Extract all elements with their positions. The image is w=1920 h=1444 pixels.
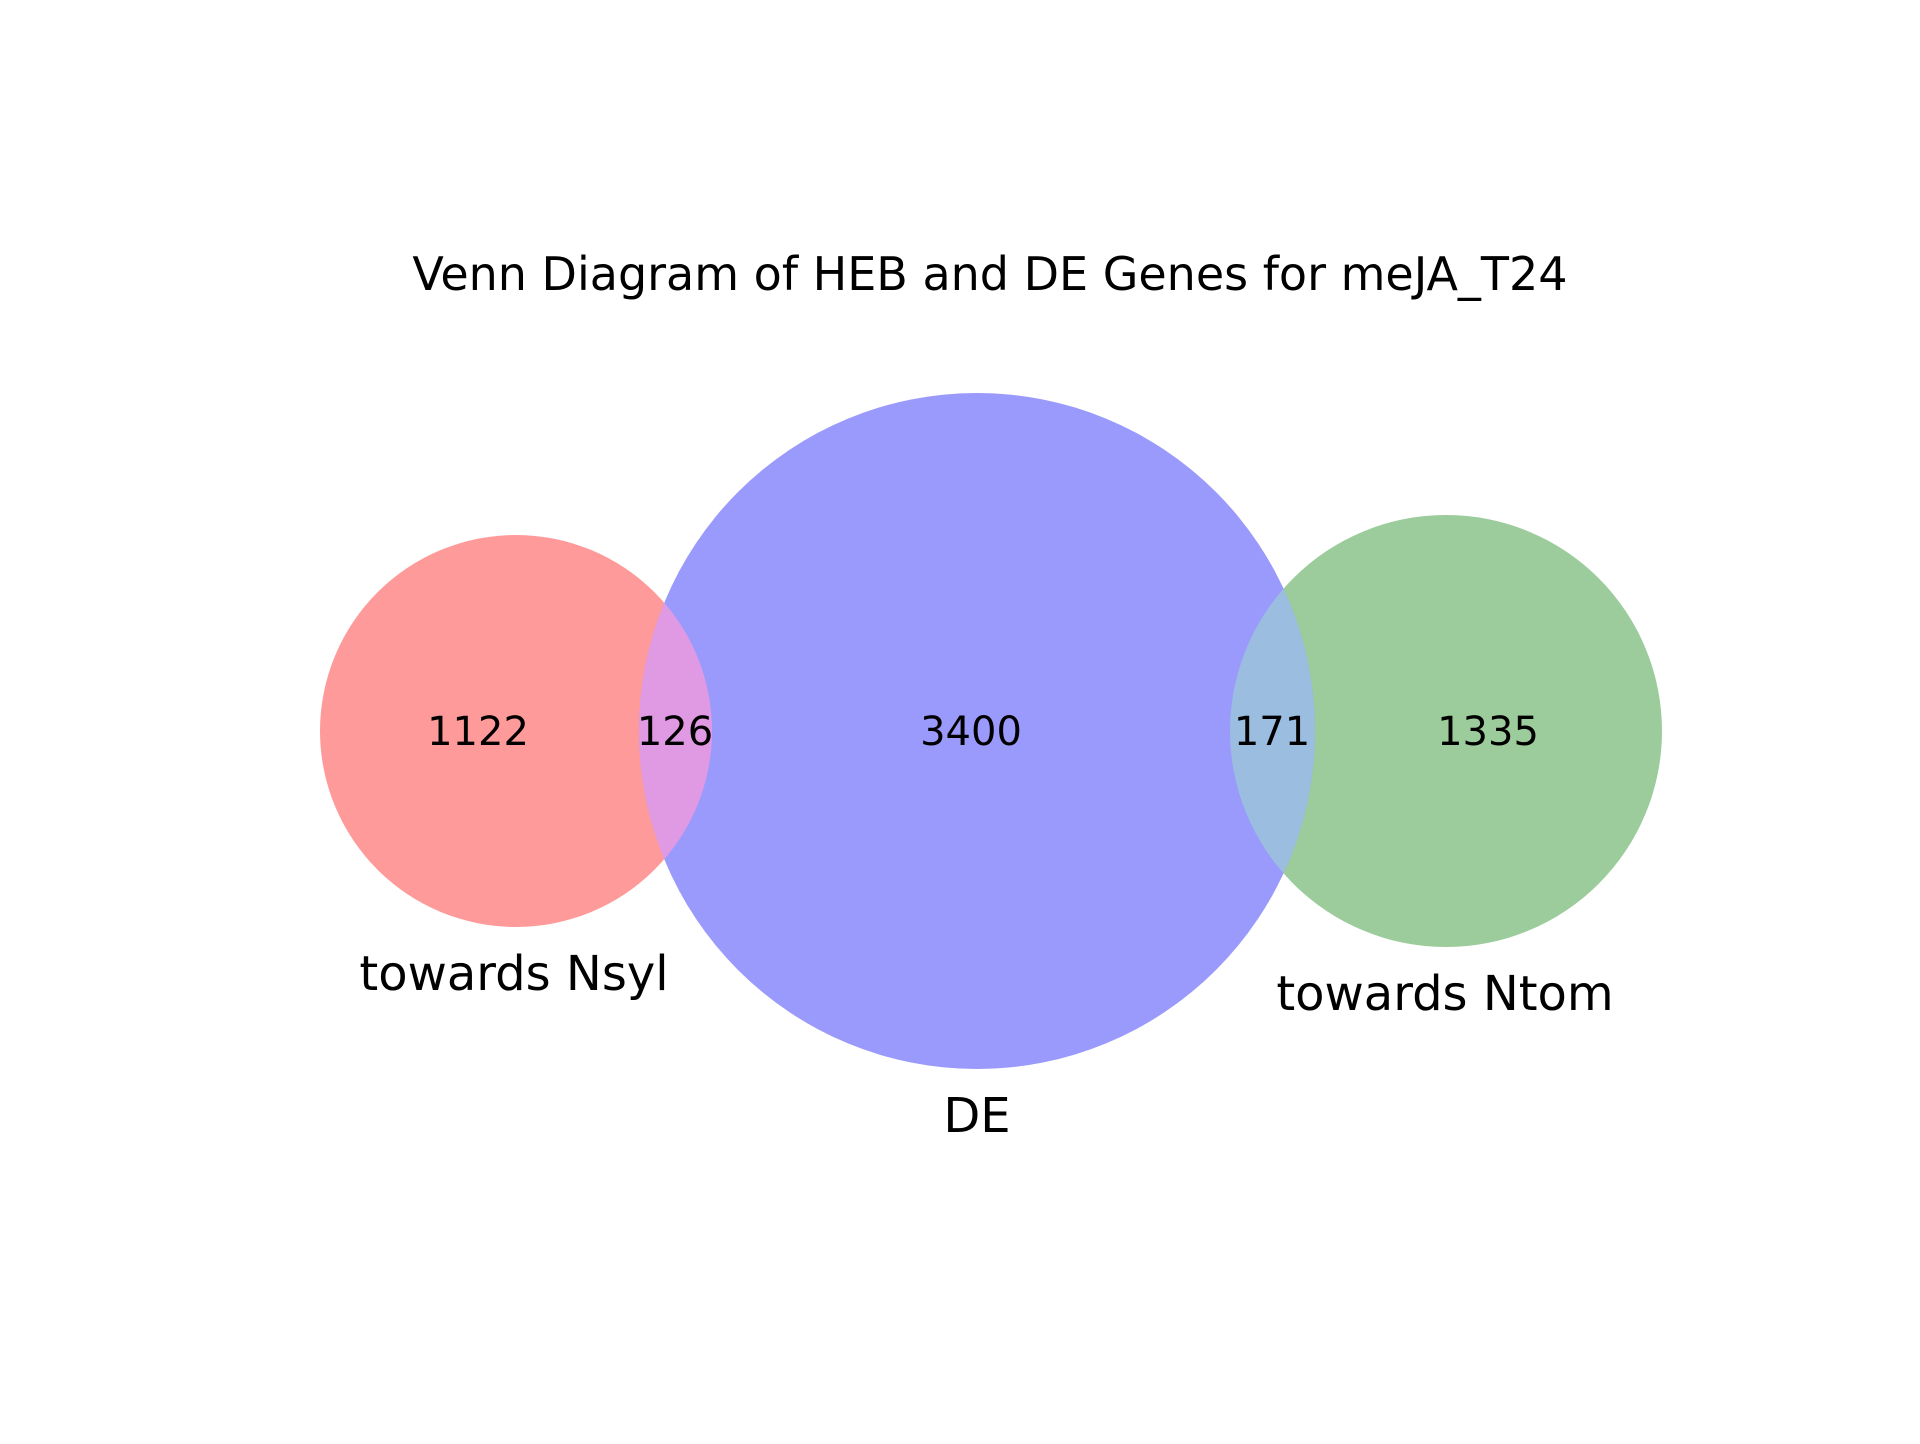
set-label-center: DE — [943, 1088, 1010, 1144]
set-label-left: towards Nsyl — [359, 946, 668, 1002]
region-count-center-right: 171 — [1234, 709, 1310, 755]
region-count-right-only: 1335 — [1437, 709, 1539, 755]
set-label-right: towards Ntom — [1276, 966, 1613, 1022]
region-count-left-only: 1122 — [427, 709, 529, 755]
set-circle-right — [1230, 515, 1662, 947]
region-count-left-center: 126 — [637, 709, 713, 755]
diagram-title: Venn Diagram of HEB and DE Genes for meJ… — [412, 247, 1567, 301]
set-circle-center — [639, 393, 1315, 1069]
set-circle-left — [320, 535, 712, 927]
region-count-center-only: 3400 — [920, 709, 1022, 755]
